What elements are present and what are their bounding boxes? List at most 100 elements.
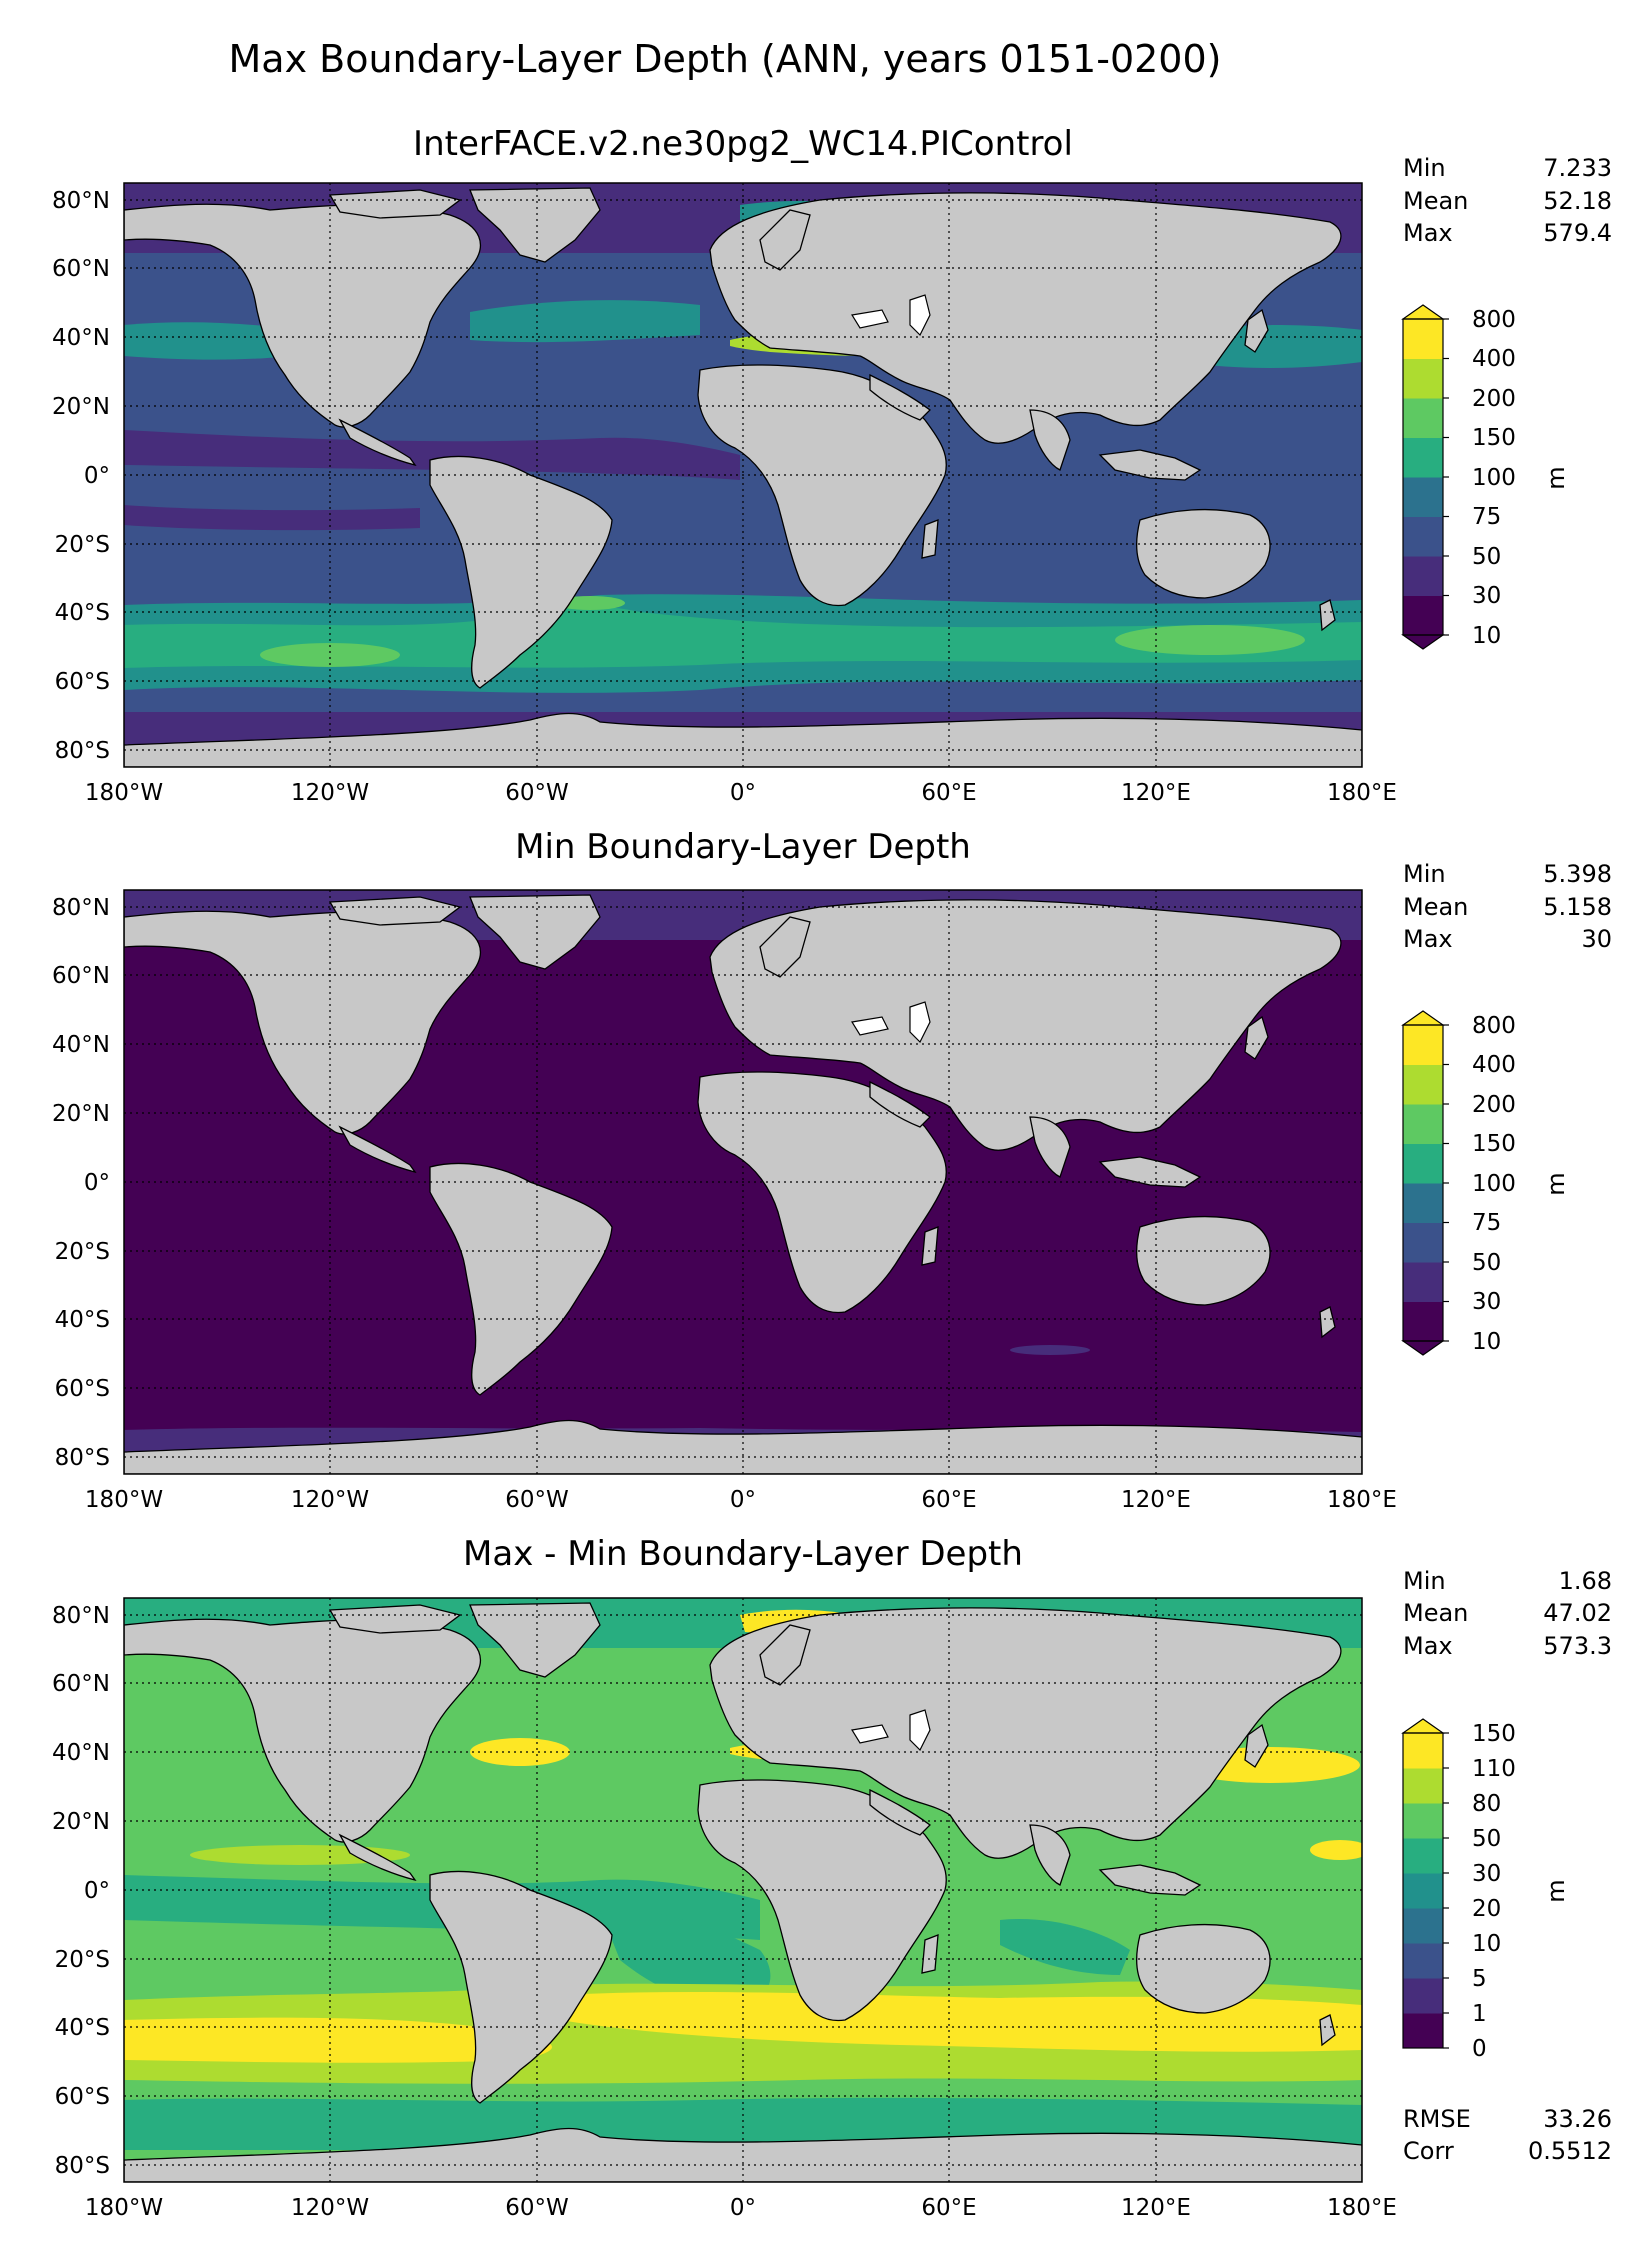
map-field xyxy=(124,1598,1362,2182)
southern-ocean-core xyxy=(560,1991,1362,2052)
gridlines xyxy=(124,890,1362,1474)
y-tick-label: 60°N xyxy=(52,256,110,282)
map-frame xyxy=(123,182,1363,768)
colorbar-extend-min xyxy=(1401,634,1445,650)
colorbar-tick-label: 1 xyxy=(1472,2001,1487,2027)
panel-min-boundary-layer-depth: Min Boundary-Layer Depth Min 5.398 Mean … xyxy=(52,827,1612,1513)
y-tick-label: 20°N xyxy=(52,1809,110,1835)
japan xyxy=(1244,1015,1269,1060)
stat-label-min: Min xyxy=(1403,1567,1446,1595)
colorbar-extend-max xyxy=(1401,1718,1445,1734)
colorbar-tick-label: 150 xyxy=(1472,425,1516,451)
colorbar-tick-label: 50 xyxy=(1472,1250,1501,1276)
stat-value-rmse: 33.26 xyxy=(1543,2105,1612,2133)
colorbar-tick-labels: 0 1 5 10 20 30 50 80 110 150 xyxy=(1472,1721,1516,2062)
y-tick-label: 0° xyxy=(84,1170,110,1196)
y-tick-label: 60°S xyxy=(55,669,110,695)
y-tick-label: 40°N xyxy=(52,1032,110,1058)
y-tick-label: 60°S xyxy=(55,1376,110,1402)
y-tick-label: 20°S xyxy=(55,532,110,558)
colorbar-tick-label: 0 xyxy=(1472,2036,1487,2062)
greenland xyxy=(469,894,601,970)
colorbar-tick-label: 10 xyxy=(1472,623,1501,649)
colorbar-segment xyxy=(1403,1104,1443,1144)
y-tick-label: 60°N xyxy=(52,1671,110,1697)
scandinavia xyxy=(759,1624,811,1686)
map-area xyxy=(123,889,1363,1475)
antarctica xyxy=(124,1419,1362,1474)
stat-value-min: 1.68 xyxy=(1559,1567,1612,1595)
colorbar-tick-label: 150 xyxy=(1472,1721,1516,1747)
central-america xyxy=(338,1833,417,1882)
colorbar-segment xyxy=(1403,1768,1443,1804)
colorbar-segment xyxy=(1403,358,1443,399)
arabia xyxy=(869,1788,931,1836)
stat-label-corr: Corr xyxy=(1403,2137,1454,2165)
x-tick-label: 120°W xyxy=(291,780,369,806)
colorbar-segment xyxy=(1403,1183,1443,1223)
africa xyxy=(697,364,947,607)
colorbar-tick-label: 200 xyxy=(1472,1092,1516,1118)
y-tick-label: 40°S xyxy=(55,600,110,626)
scandinavia xyxy=(759,916,811,978)
colorbar-tick-label: 10 xyxy=(1472,1329,1501,1355)
india xyxy=(1029,1824,1071,1886)
southern-ocean-core xyxy=(124,2017,553,2063)
y-tick-label: 40°S xyxy=(55,2015,110,2041)
new-zealand xyxy=(1319,599,1336,632)
southern-ocean-core xyxy=(124,606,1362,668)
black-sea xyxy=(851,309,889,329)
colorbar-segments xyxy=(1401,1010,1449,1356)
y-tick-label: 80°N xyxy=(52,895,110,921)
x-tick-label: 180°W xyxy=(85,1487,163,1513)
colorbar-tick-label: 5 xyxy=(1472,1966,1487,1992)
colorbar-label: m xyxy=(1542,466,1570,489)
panel-title: InterFACE.v2.ne30pg2_WC14.PIControl xyxy=(413,124,1073,164)
stat-value-mean: 47.02 xyxy=(1543,1599,1612,1627)
eurasia xyxy=(709,1607,1342,1859)
antarctica xyxy=(124,2127,1362,2182)
colorbar-segment xyxy=(1403,1143,1443,1184)
stats-box: Min 1.68 Mean 47.02 Max 573.3 xyxy=(1403,1567,1612,1660)
map-field xyxy=(124,890,1362,1474)
land xyxy=(124,187,1362,767)
colorbar-tick-label: 30 xyxy=(1472,1861,1501,1887)
x-tick-labels: 180°W 120°W 60°W 0° 60°E 120°E 180°E xyxy=(85,780,1397,806)
north-atlantic-band xyxy=(470,300,700,343)
canadian-arctic xyxy=(328,189,462,219)
southern-ocean-patch xyxy=(1010,1345,1090,1355)
black-sea xyxy=(851,1016,889,1036)
panel-title: Min Boundary-Layer Depth xyxy=(515,827,971,867)
x-tick-label: 180°E xyxy=(1327,2195,1397,2221)
x-tick-label: 60°E xyxy=(921,780,976,806)
colorbar-tick-label: 10 xyxy=(1472,1931,1501,1957)
y-tick-labels: 80°N 60°N 40°N 20°N 0° 20°S 40°S 60°S 80… xyxy=(52,895,110,1471)
map-field xyxy=(124,183,1362,767)
y-tick-label: 80°N xyxy=(52,1603,110,1629)
colorbar-segment xyxy=(1403,556,1443,596)
x-tick-label: 180°W xyxy=(85,2195,163,2221)
y-tick-label: 20°S xyxy=(55,1239,110,1265)
x-tick-label: 60°W xyxy=(505,780,569,806)
stat-value-mean: 5.158 xyxy=(1543,893,1612,921)
y-tick-label: 80°S xyxy=(55,738,110,764)
stat-value-max: 573.3 xyxy=(1543,1632,1612,1660)
colorbar-tick-label: 100 xyxy=(1472,465,1516,491)
map-frame xyxy=(123,1597,1363,2183)
north-pacific-band xyxy=(124,322,300,360)
y-tick-label: 80°S xyxy=(55,1445,110,1471)
colorbar-segments xyxy=(1401,304,1449,650)
colorbar-segment xyxy=(1403,516,1443,557)
colorbar-segment xyxy=(1403,398,1443,438)
x-tick-label: 120°W xyxy=(291,1487,369,1513)
colorbar-extend-max xyxy=(1401,304,1445,320)
x-tick-labels: 180°W 120°W 60°W 0° 60°E 120°E 180°E xyxy=(85,2195,1397,2221)
y-tick-label: 40°N xyxy=(52,1740,110,1766)
colorbar-tick-label: 400 xyxy=(1472,346,1516,372)
south-america xyxy=(429,455,613,689)
stat-label-rmse: RMSE xyxy=(1403,2105,1471,2133)
central-america xyxy=(338,1125,417,1174)
madagascar xyxy=(921,1934,939,1974)
colorbar-tick-label: 50 xyxy=(1472,544,1501,570)
